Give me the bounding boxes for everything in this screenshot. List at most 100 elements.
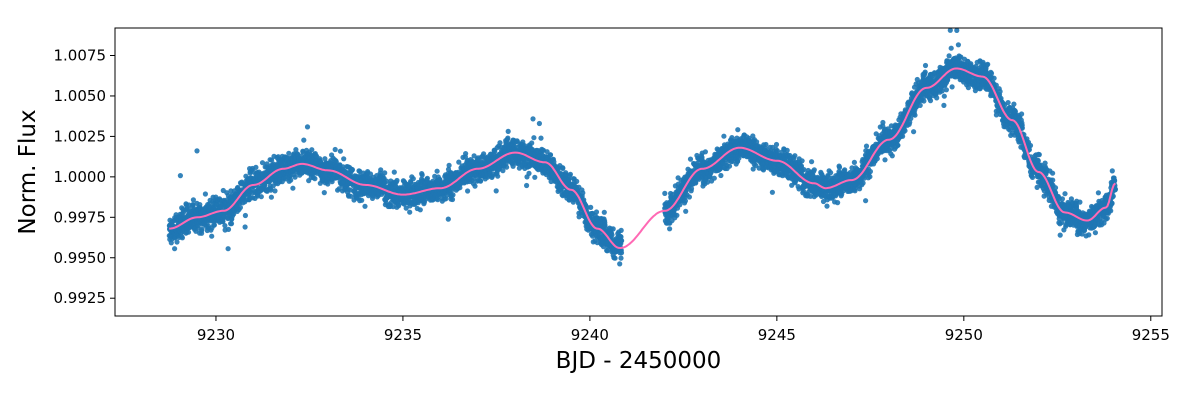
data-point: [293, 147, 299, 153]
data-point: [493, 188, 499, 194]
data-point: [312, 176, 318, 182]
data-point: [202, 191, 208, 197]
data-point: [177, 173, 183, 179]
data-point: [801, 167, 807, 173]
data-point: [253, 164, 259, 170]
data-point: [332, 146, 338, 153]
data-point: [618, 227, 624, 233]
data-point: [286, 150, 292, 156]
data-point: [726, 163, 733, 169]
data-point: [505, 128, 511, 134]
data-point: [687, 156, 694, 162]
data-point: [922, 69, 928, 75]
data-point: [836, 164, 843, 170]
data-point: [917, 102, 923, 108]
data-point: [874, 156, 880, 162]
data-point: [495, 173, 501, 179]
data-point: [889, 153, 895, 159]
data-point: [340, 164, 346, 170]
data-point: [921, 98, 927, 104]
data-point: [268, 194, 274, 200]
data-point: [863, 198, 869, 204]
data-point: [259, 160, 266, 166]
data-point: [610, 226, 616, 232]
data-point: [867, 174, 873, 180]
data-point: [601, 209, 607, 215]
data-point: [410, 176, 416, 182]
data-point: [711, 175, 717, 181]
data-point: [617, 261, 623, 267]
data-point: [662, 190, 668, 196]
data-point: [391, 169, 397, 175]
data-point: [446, 162, 452, 168]
data-point: [258, 194, 264, 200]
data-point: [609, 232, 615, 238]
data-point: [619, 238, 625, 244]
data-point: [809, 159, 815, 165]
data-point: [560, 165, 566, 171]
data-point: [220, 218, 226, 224]
data-point: [593, 209, 600, 215]
data-point: [604, 248, 610, 254]
data-point: [449, 196, 456, 203]
data-point: [683, 208, 689, 214]
data-point: [828, 170, 834, 176]
data-point: [773, 141, 780, 148]
data-point: [667, 226, 673, 232]
data-point: [301, 137, 307, 143]
data-point: [922, 62, 929, 69]
data-point: [237, 204, 243, 211]
data-point: [445, 216, 451, 222]
data-point: [880, 119, 886, 126]
data-point: [228, 221, 235, 227]
data-point: [531, 135, 537, 141]
data-point: [450, 192, 456, 198]
data-point: [524, 182, 530, 189]
data-point: [688, 186, 695, 192]
data-point: [867, 168, 874, 175]
data-point: [911, 129, 917, 135]
data-point: [799, 158, 805, 164]
data-point: [574, 178, 580, 184]
data-point: [895, 142, 901, 148]
data-point: [774, 148, 781, 154]
data-point: [902, 128, 908, 134]
data-point: [172, 246, 178, 252]
data-point: [686, 194, 693, 200]
data-point: [242, 212, 248, 219]
data-point: [472, 183, 478, 189]
data-point: [674, 212, 680, 218]
data-point: [288, 177, 294, 183]
data-point: [272, 188, 278, 194]
data-point: [612, 255, 618, 261]
data-point: [304, 124, 311, 130]
data-point: [417, 207, 423, 213]
data-point: [190, 202, 196, 208]
data-point: [912, 112, 918, 118]
data-point: [465, 188, 471, 194]
data-point: [860, 180, 866, 186]
data-point: [242, 224, 248, 230]
data-point: [209, 233, 215, 239]
data-point: [394, 177, 400, 184]
data-point: [769, 189, 776, 195]
data-point: [529, 140, 535, 146]
data-point: [382, 170, 388, 176]
data-point: [792, 153, 798, 159]
data-point: [341, 156, 347, 162]
data-point: [225, 226, 232, 232]
data-point: [179, 235, 185, 241]
data-point: [290, 185, 296, 191]
data-point: [721, 133, 727, 139]
data-point: [321, 190, 327, 196]
data-point: [419, 172, 425, 178]
data-point: [835, 200, 841, 206]
data-point: [702, 149, 709, 155]
data-point: [682, 198, 689, 204]
data-point: [536, 120, 543, 127]
data-point: [367, 171, 374, 177]
data-point: [349, 167, 355, 173]
data-point: [434, 168, 440, 174]
data-point: [478, 178, 484, 184]
